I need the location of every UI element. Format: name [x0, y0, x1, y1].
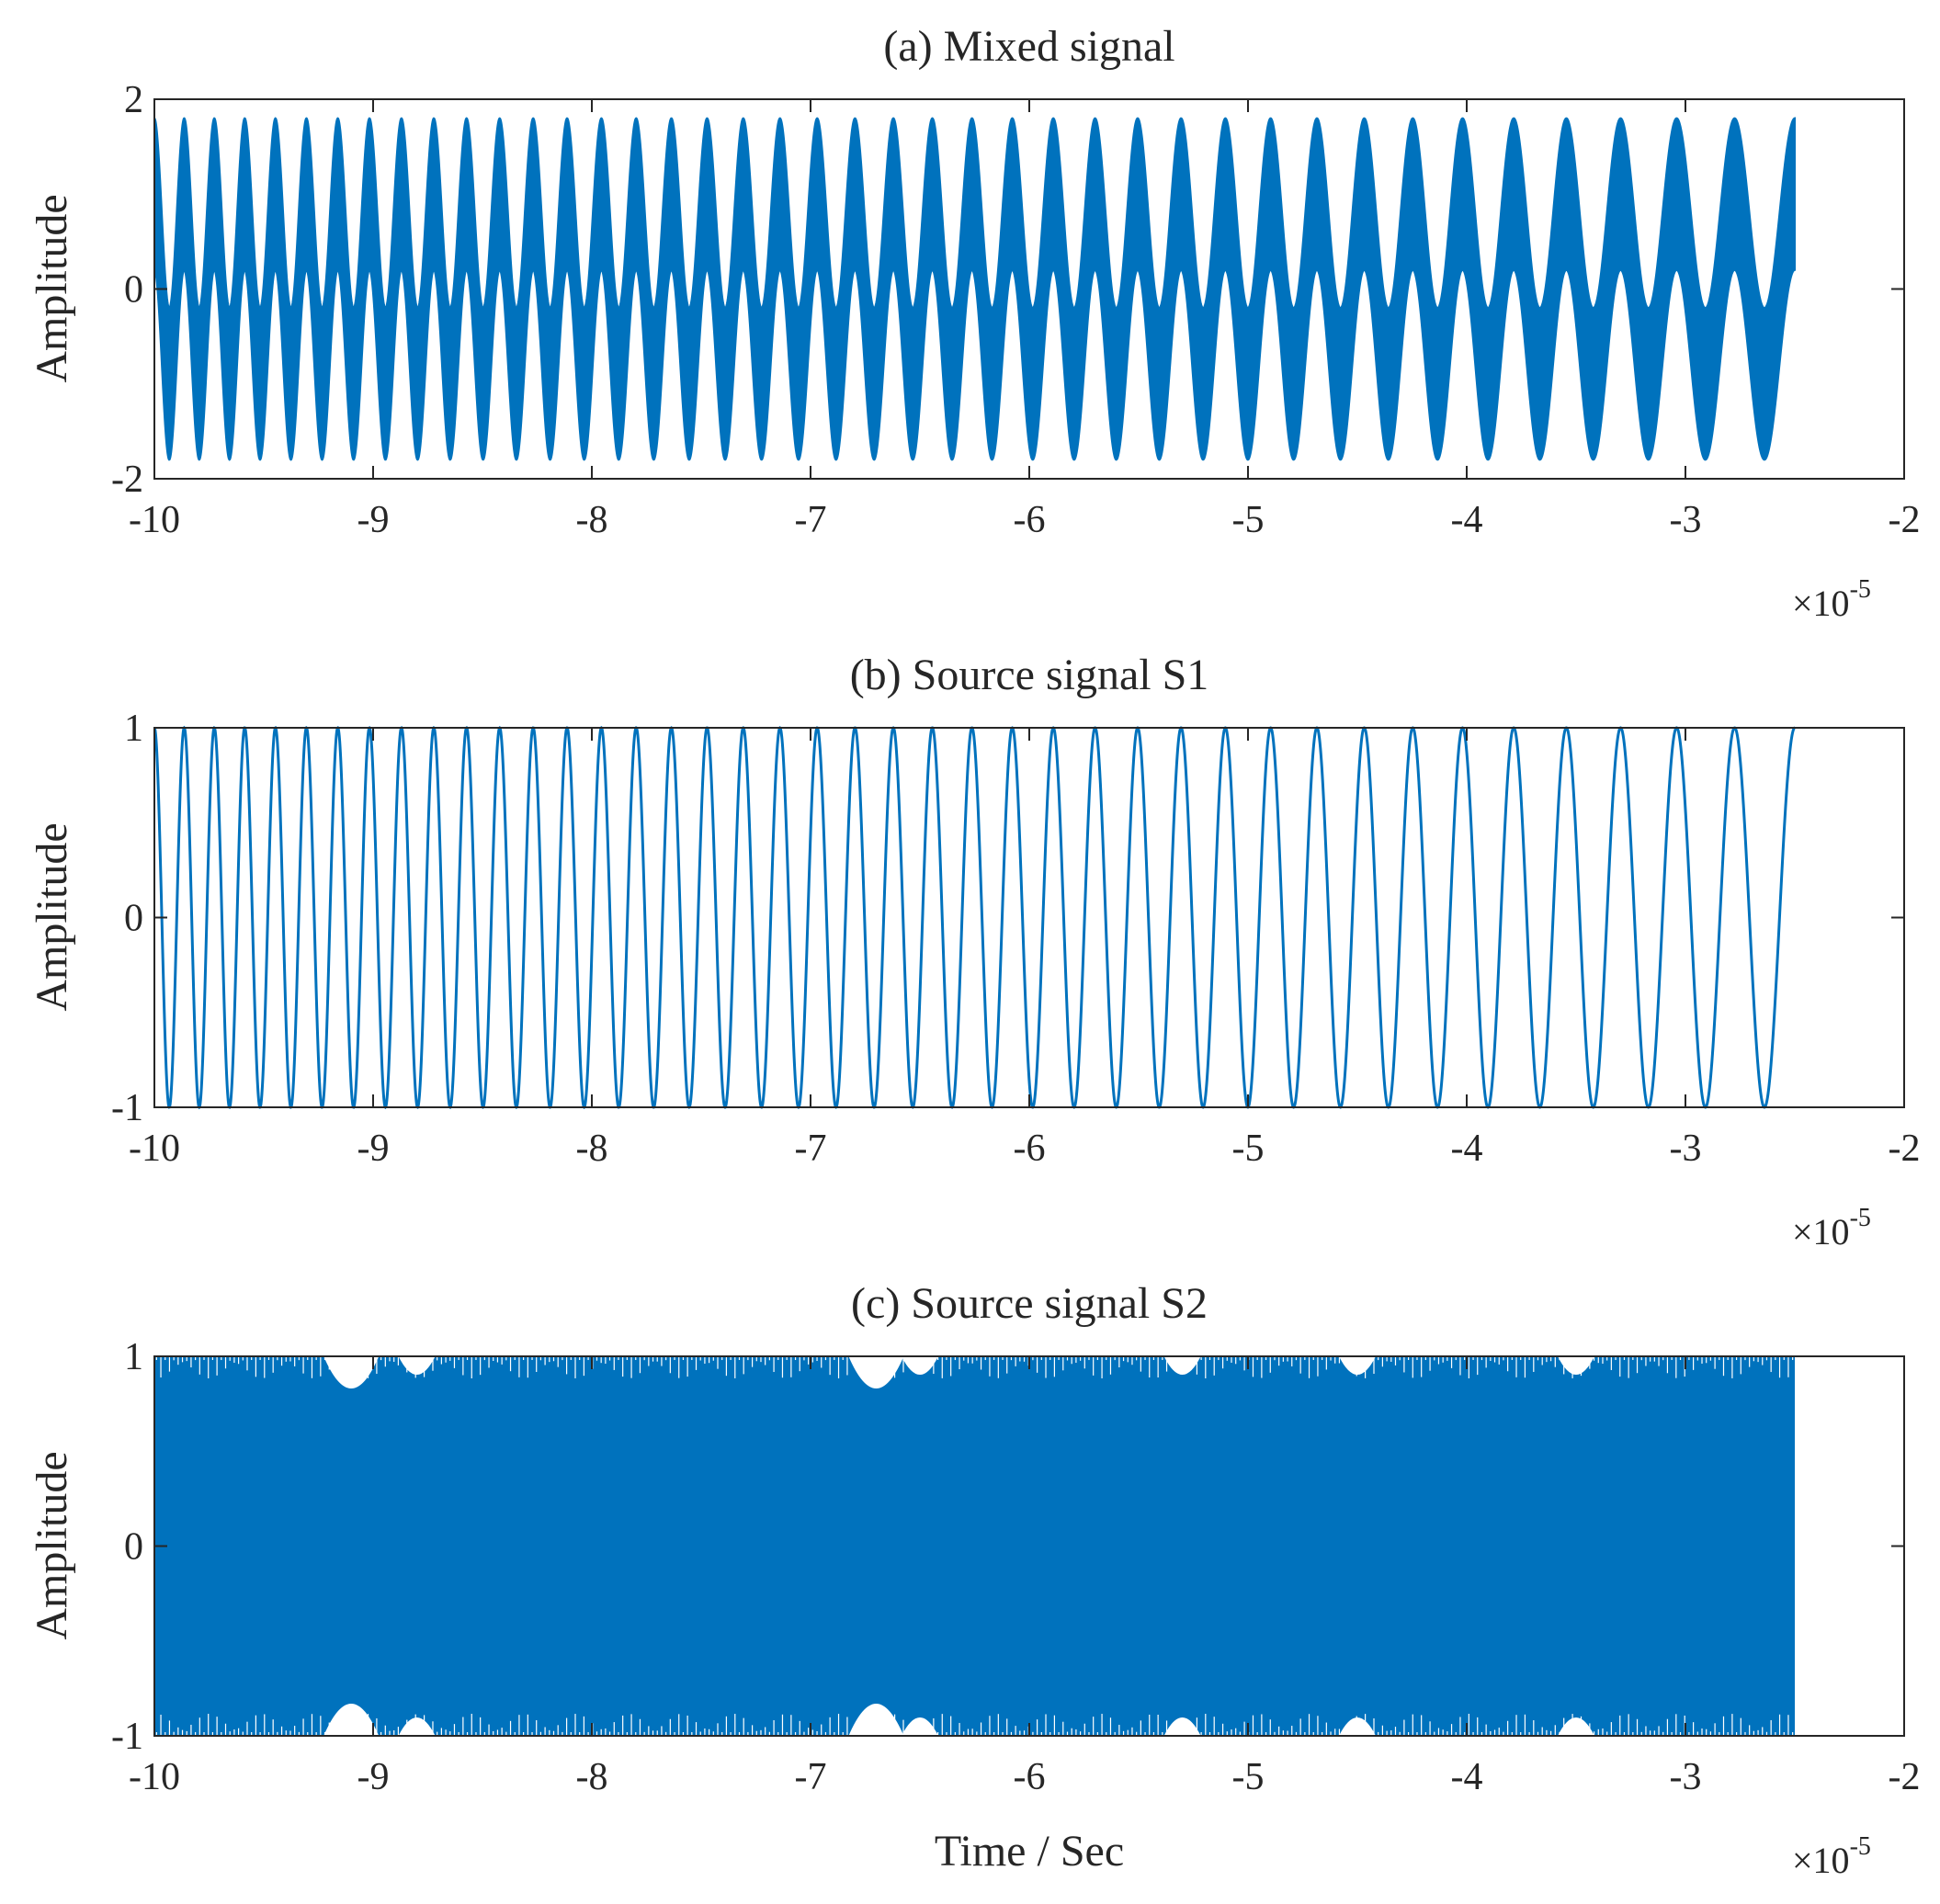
x-tick-label: -4 — [1451, 1128, 1483, 1170]
x-tick-label: -8 — [576, 1756, 608, 1798]
y-tick-label: 1 — [124, 1336, 143, 1378]
panel-a-ylabel: Amplitude — [28, 194, 76, 382]
panel-c-signal — [154, 1356, 1795, 1736]
series-gap — [1339, 1356, 1376, 1375]
panel-c-ylabel: Amplitude — [28, 1451, 76, 1639]
x-tick-label: -8 — [576, 499, 608, 541]
y-tick-label: 1 — [124, 708, 143, 750]
series-gap — [323, 1704, 380, 1736]
series-area-mixed — [153, 116, 1796, 461]
y-tick-label: 0 — [124, 1526, 143, 1569]
panel-b-signal — [153, 725, 1796, 1110]
series-gap — [1163, 1717, 1201, 1736]
y-tick-label: -1 — [111, 1716, 143, 1758]
panel-c: (c) Source signal S2 -10 -9 -8 -7 -6 -5 -4 -3 -2… — [28, 1279, 1921, 1881]
panel-b-ticks: -10 -9 -8 -7 -6 -5 -4 -3 -2-101 — [111, 708, 1921, 1170]
panel-a-signal — [153, 116, 1796, 461]
panel-a-title: (a) Mixed signal — [883, 22, 1174, 71]
x-tick-label: -2 — [1889, 499, 1921, 541]
series-area-s2 — [154, 1356, 1795, 1736]
series-gap — [1558, 1356, 1594, 1375]
x-tick-label: -3 — [1670, 1128, 1702, 1170]
panel-a-x-exponent: ×10-5 — [1792, 575, 1871, 624]
panel-b-ylabel: Amplitude — [28, 822, 76, 1011]
x-tick-label: -4 — [1451, 499, 1483, 541]
x-tick-label: -10 — [129, 1756, 180, 1798]
series-line-s1 — [153, 725, 1796, 1110]
x-tick-label: -6 — [1014, 499, 1046, 541]
series-gap — [1163, 1356, 1201, 1375]
x-tick-label: -4 — [1451, 1756, 1483, 1798]
y-tick-label: 2 — [124, 79, 143, 121]
x-tick-label: -6 — [1014, 1128, 1046, 1170]
series-gap — [1558, 1717, 1594, 1736]
y-tick-label: -1 — [111, 1087, 143, 1129]
panel-b-x-exponent: ×10-5 — [1792, 1204, 1871, 1252]
x-tick-label: -5 — [1232, 1756, 1265, 1798]
x-tick-label: -10 — [129, 499, 180, 541]
x-tick-label: -6 — [1014, 1756, 1046, 1798]
y-tick-label: -2 — [111, 459, 143, 501]
x-tick-label: -5 — [1232, 1128, 1265, 1170]
series-gap — [323, 1356, 380, 1388]
panel-c-xlabel: Time / Sec — [935, 1827, 1124, 1876]
x-tick-label: -7 — [795, 1756, 827, 1798]
x-tick-label: -10 — [129, 1128, 180, 1170]
x-tick-label: -3 — [1670, 499, 1702, 541]
x-tick-label: -2 — [1889, 1128, 1921, 1170]
panel-a: (a) Mixed signal -10 -9 -8 -7 -6 -5 -4 -3 -2 -2 0 2… — [28, 22, 1921, 624]
panel-c-ticks: -10 -9 -8 -7 -6 -5 -4 -3 -2-101 — [111, 1336, 1921, 1798]
panel-b-title: (b) Source signal S1 — [850, 651, 1209, 699]
series-gap — [398, 1356, 436, 1375]
panel-c-x-exponent: ×10-5 — [1792, 1832, 1871, 1881]
x-tick-label: -5 — [1232, 499, 1265, 541]
y-tick-label: 0 — [124, 269, 143, 312]
y-tick-label: 0 — [124, 898, 143, 940]
x-tick-label: -9 — [357, 1756, 390, 1798]
panel-b: (b) Source signal S1 -10 -9 -8 -7 -6 -5 -4 -3 -2… — [28, 651, 1921, 1252]
series-gap — [398, 1717, 436, 1736]
series-gap — [1339, 1717, 1376, 1736]
x-tick-label: -7 — [795, 499, 827, 541]
x-tick-label: -8 — [576, 1128, 608, 1170]
panel-c-title: (c) Source signal S2 — [851, 1279, 1208, 1328]
series-gap — [902, 1717, 938, 1736]
series-gap — [848, 1356, 904, 1388]
series-gap — [848, 1704, 904, 1736]
x-tick-label: -2 — [1889, 1756, 1921, 1798]
panel-a-ticks: -10 -9 -8 -7 -6 -5 -4 -3 -2 -2 0 2 — [111, 79, 1921, 541]
series-gap — [902, 1356, 938, 1375]
x-tick-label: -9 — [357, 1128, 390, 1170]
x-tick-label: -7 — [795, 1128, 827, 1170]
x-tick-label: -9 — [357, 499, 390, 541]
x-tick-label: -3 — [1670, 1756, 1702, 1798]
